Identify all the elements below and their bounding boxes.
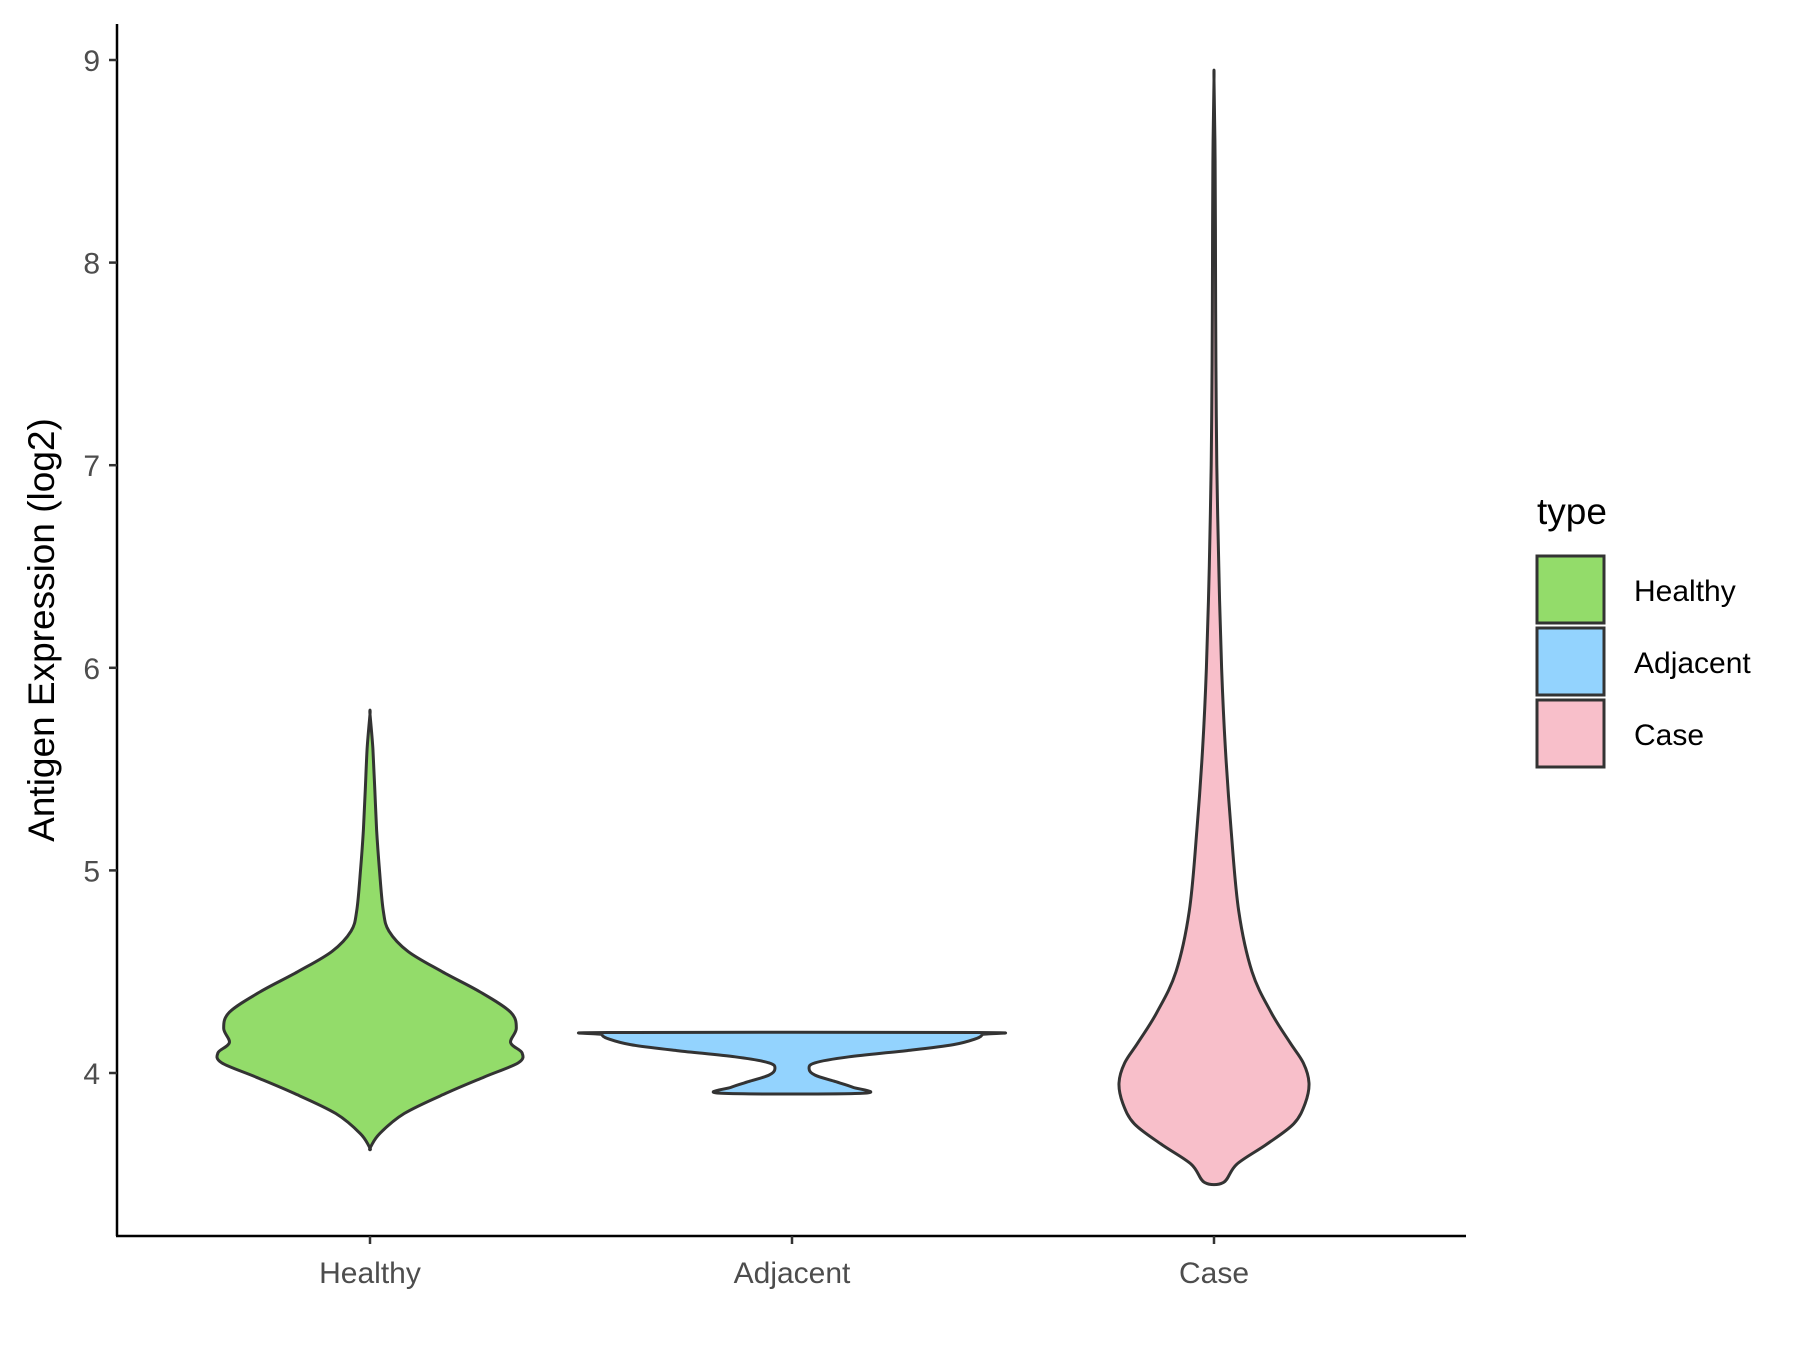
legend-swatch-adjacent <box>1535 626 1606 697</box>
x-tick-label-adjacent: Adjacent <box>734 1257 851 1290</box>
violins-layer <box>215 68 1311 1187</box>
y-tick-label: 9 <box>83 45 100 78</box>
y-ticks: 4 5 6 7 8 9 <box>83 45 117 1091</box>
violin-case <box>1117 68 1311 1187</box>
legend-label-case: Case <box>1634 719 1704 752</box>
violin-healthy <box>215 708 525 1152</box>
legend-label-healthy: Healthy <box>1634 575 1736 608</box>
legend-swatch-healthy <box>1535 554 1606 625</box>
y-tick-label: 4 <box>83 1058 100 1091</box>
x-tick-label-healthy: Healthy <box>319 1257 421 1290</box>
legend: type Healthy Adjacent Case <box>1535 491 1751 769</box>
y-axis-title: Antigen Expression (log2) <box>21 418 62 842</box>
y-tick-label: 8 <box>83 248 100 281</box>
legend-title: type <box>1537 491 1607 532</box>
y-tick-label: 7 <box>83 450 100 483</box>
x-ticks: Healthy Adjacent Case <box>319 1236 1249 1290</box>
legend-label-adjacent: Adjacent <box>1634 647 1751 680</box>
x-tick-label-case: Case <box>1179 1257 1249 1290</box>
legend-swatch-case <box>1535 698 1606 769</box>
y-tick-label: 6 <box>83 653 100 686</box>
y-tick-label: 5 <box>83 855 100 888</box>
violin-adjacent <box>576 1030 1008 1096</box>
